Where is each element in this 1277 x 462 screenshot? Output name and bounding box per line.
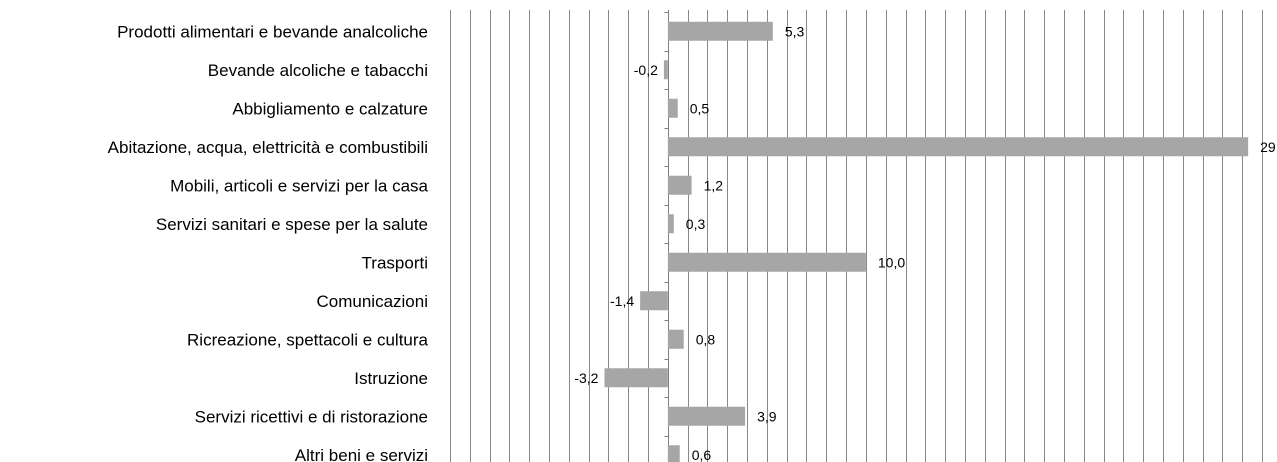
bars xyxy=(604,21,1249,462)
bar xyxy=(604,368,668,388)
category-label: Servizi ricettivi e di ristorazione xyxy=(195,407,428,426)
category-label: Altri beni e servizi xyxy=(295,446,428,462)
category-label: Servizi sanitari e spese per la salute xyxy=(156,215,428,234)
data-label: 0,8 xyxy=(696,331,716,347)
category-label: Prodotti alimentari e bevande analcolich… xyxy=(117,22,428,41)
data-label: 5,3 xyxy=(785,23,805,39)
bar xyxy=(667,445,680,462)
data-label: -0,2 xyxy=(634,62,658,78)
category-label: Mobili, articoli e servizi per la casa xyxy=(170,176,428,195)
category-label: Ricreazione, spettacoli e cultura xyxy=(187,330,429,349)
category-labels: Prodotti alimentari e bevande analcolich… xyxy=(108,22,429,462)
data-label: 3,9 xyxy=(757,408,777,424)
data-label: 0,6 xyxy=(692,447,712,462)
category-label: Abitazione, acqua, elettricità e combust… xyxy=(108,138,428,157)
data-label: -3,2 xyxy=(574,370,598,386)
data-label: 10,0 xyxy=(878,254,905,270)
zero-axis xyxy=(664,10,669,462)
bar xyxy=(667,329,684,349)
category-label: Bevande alcoliche e tabacchi xyxy=(208,61,428,80)
data-labels: 5,3 -0,2 0,5 29,3 1,2 0,3 10,0 -1,4 0,8 -3,2 3,9 0,… xyxy=(574,23,1277,462)
bar xyxy=(667,137,1249,157)
data-label: -1,4 xyxy=(610,293,634,309)
data-label: 0,5 xyxy=(690,100,710,116)
bar xyxy=(667,252,866,272)
data-label: 0,3 xyxy=(686,216,706,232)
category-label: Istruzione xyxy=(354,369,428,388)
bar xyxy=(667,175,692,195)
data-label: 1,2 xyxy=(704,177,724,193)
bar xyxy=(667,98,678,118)
category-label: Trasporti xyxy=(362,253,428,272)
data-label: 29,3 xyxy=(1260,139,1277,155)
category-label: Comunicazioni xyxy=(317,292,429,311)
bar xyxy=(667,406,746,426)
bar xyxy=(667,21,773,41)
bar xyxy=(640,291,668,311)
category-label: Abbigliamento e calzature xyxy=(232,99,428,118)
bar xyxy=(667,214,674,234)
bar xyxy=(663,60,668,80)
gridlines xyxy=(450,10,1263,462)
